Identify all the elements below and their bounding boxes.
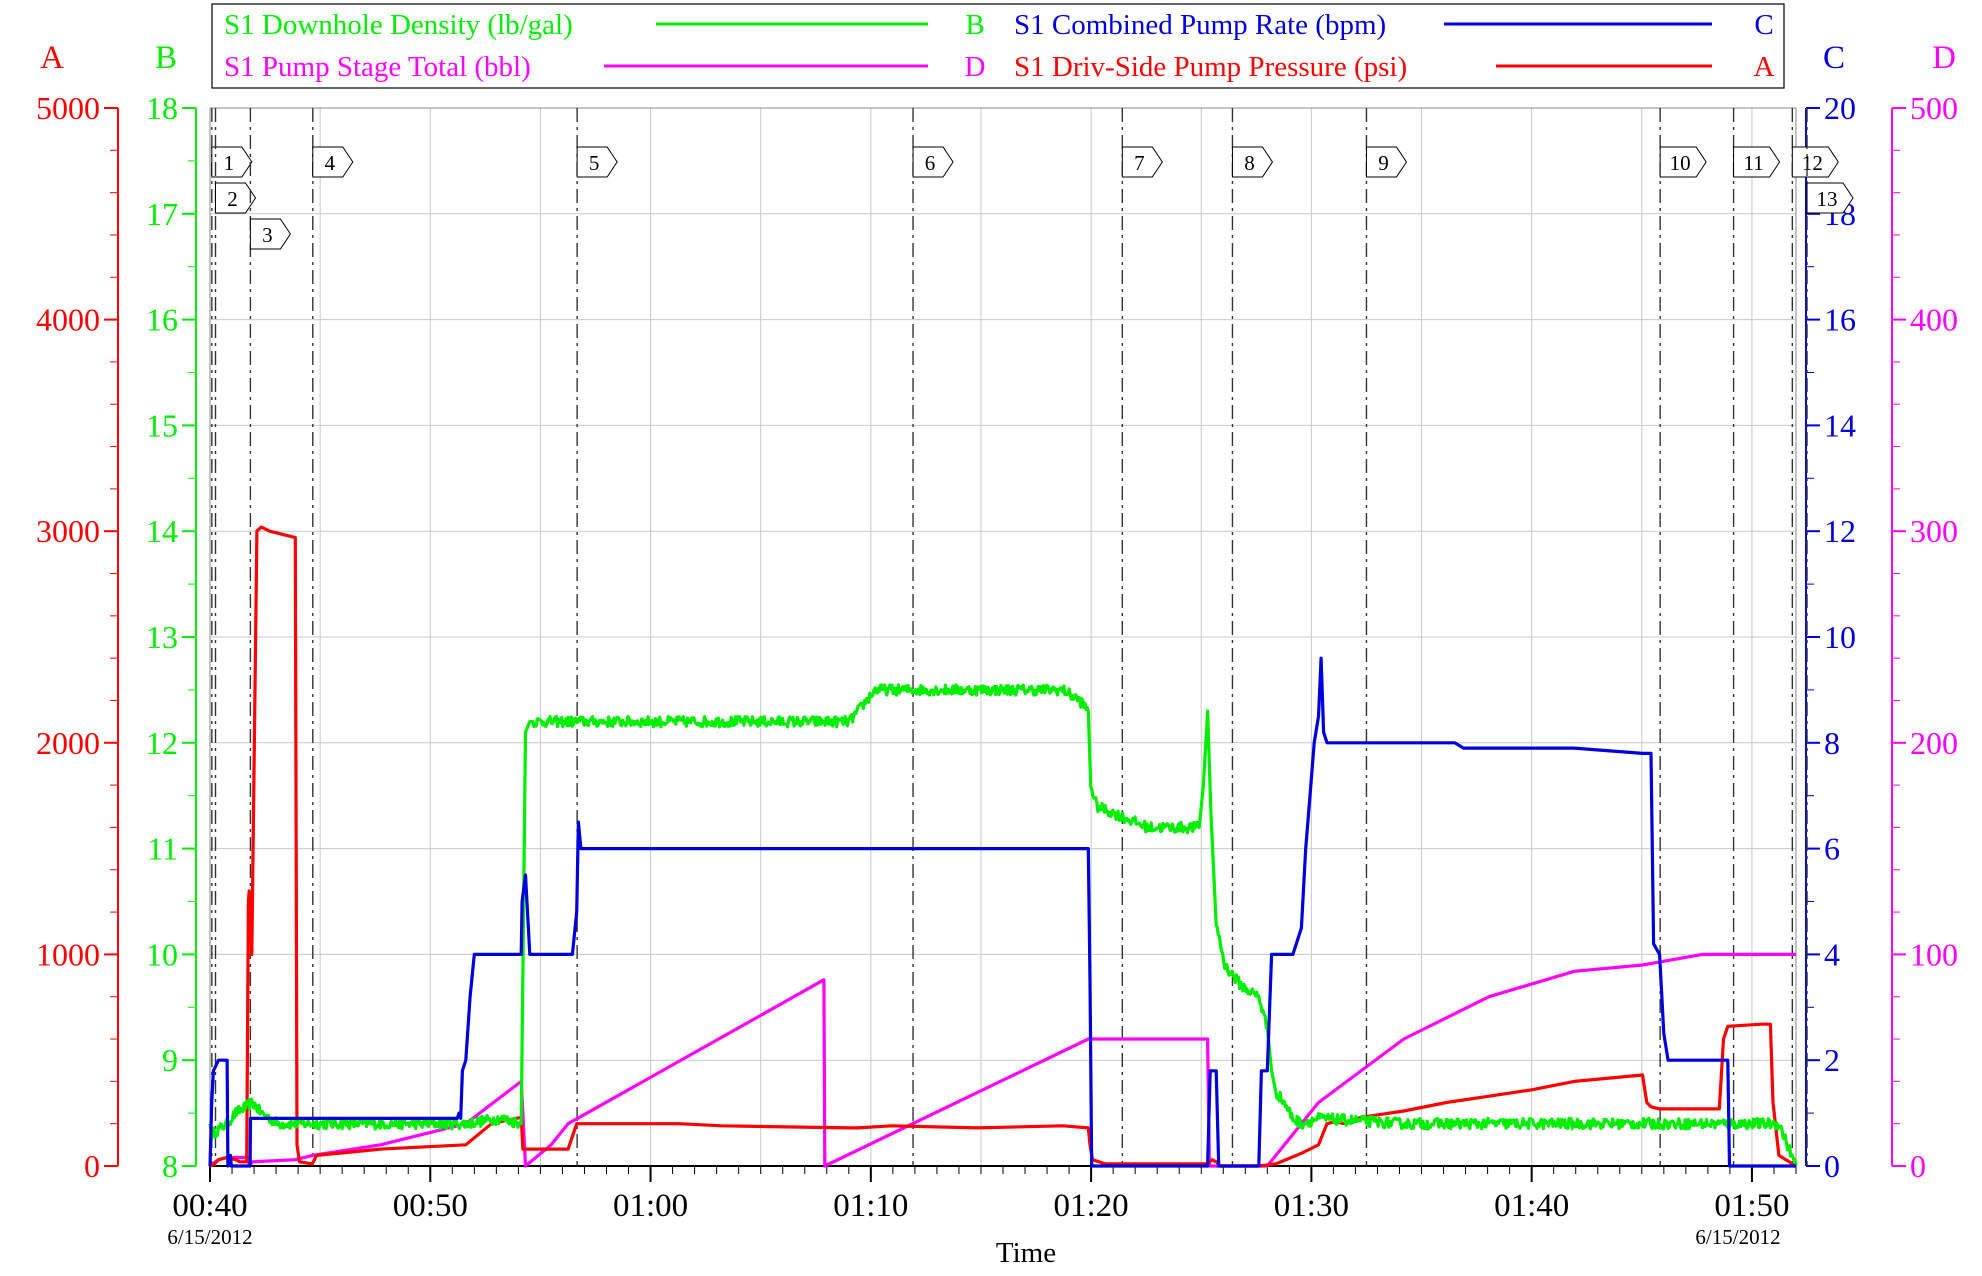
legend-axis-tag: C	[1754, 9, 1773, 41]
axis-tick-label: 20	[1824, 90, 1856, 126]
series-lines	[208, 525, 1798, 1168]
axis-tick-label: 10	[1824, 619, 1856, 655]
axis-tick-label: 12	[146, 725, 178, 761]
axis-tick-label: 0	[1824, 1148, 1840, 1184]
x-axis-tick-label: 00:40	[172, 1188, 247, 1224]
event-flag-label: 7	[1134, 151, 1145, 175]
event-flag-8	[1231, 146, 1274, 178]
legend: S1 Downhole Density (lb/gal) B S1 Combined…	[211, 3, 1785, 89]
x-axis-tick-label: 00:50	[393, 1188, 468, 1224]
event-flag-6	[912, 146, 954, 178]
legend-axis-tag: B	[965, 9, 984, 41]
legend-entry-label: S1 Pump Stage Total (bbl)	[224, 51, 531, 83]
event-flag-7	[1121, 146, 1163, 178]
legend-entry-label: S1 Combined Pump Rate (bpm)	[1014, 9, 1386, 41]
x-axis-label: Time	[996, 1237, 1056, 1269]
axis-c-title: C	[1823, 40, 1845, 76]
event-flag-1	[211, 146, 253, 178]
axis-tick-label: 16	[1824, 302, 1856, 338]
axis-tick-label: 0	[84, 1148, 100, 1184]
axis-tick-label: 0	[1910, 1148, 1926, 1184]
event-flag-label: 11	[1743, 151, 1763, 175]
x-axis-tick-label: 01:40	[1494, 1188, 1569, 1224]
axis-tick-label: 2000	[36, 725, 100, 761]
x-axis-tick-label: 01:20	[1054, 1188, 1129, 1224]
axis-tick-label: 18	[146, 90, 178, 126]
legend-axis-tag: D	[965, 51, 986, 83]
series-line-b	[208, 683, 1798, 1167]
event-flag-9	[1365, 146, 1408, 178]
axis-tick-label: 6	[1824, 831, 1840, 867]
axis-tick-label: 15	[146, 407, 178, 443]
event-flag-13	[1806, 182, 1854, 214]
axis-tick-label: 3000	[36, 513, 100, 549]
axis-tick-label: 200	[1910, 725, 1958, 761]
series-line-c	[208, 656, 1796, 1168]
event-flag-2	[215, 182, 257, 214]
axis-tick-label: 14	[146, 513, 178, 549]
grid	[209, 107, 1797, 1167]
event-flag-5	[576, 146, 618, 178]
event-flag-label: 5	[589, 151, 600, 175]
x-axis-tick-label: 01:00	[613, 1188, 688, 1224]
event-flag-label: 12	[1802, 151, 1823, 175]
event-flag-label: 3	[262, 223, 273, 247]
x-axis-tick-label: 01:30	[1274, 1188, 1349, 1224]
axis-tick-label: 12	[1824, 513, 1856, 549]
axis-b-title: B	[155, 40, 177, 76]
axis-tick-label: 4000	[36, 302, 100, 338]
axis-tick-label: 300	[1910, 513, 1958, 549]
event-flag-11	[1733, 146, 1781, 178]
legend-axis-tag: A	[1754, 51, 1775, 83]
legend-box	[211, 3, 1785, 89]
axis-tick-label: 4	[1824, 936, 1840, 972]
axis-tick-label: 10	[146, 936, 178, 972]
event-flag-4	[312, 146, 354, 178]
event-flag-label: 8	[1244, 151, 1255, 175]
axis-a-title: A	[40, 40, 64, 76]
x-axis-tick-label: 01:10	[833, 1188, 908, 1224]
axis-tick-label: 8	[1824, 725, 1840, 761]
axes: A010002000300040005000B89101112131415161…	[36, 40, 1958, 1249]
x-axis-start-date: 6/15/2012	[167, 1225, 252, 1249]
axis-d-title: D	[1932, 40, 1956, 76]
axis-tick-label: 13	[146, 619, 178, 655]
x-axis-end-date: 6/15/2012	[1695, 1225, 1780, 1249]
axis-tick-label: 17	[146, 196, 178, 232]
event-flag-12	[1791, 146, 1839, 178]
axis-tick-label: 400	[1910, 302, 1958, 338]
event-flag-label: 4	[325, 151, 336, 175]
event-flag-label: 1	[224, 151, 235, 175]
event-flag-label: 6	[925, 151, 936, 175]
axis-tick-label: 16	[146, 302, 178, 338]
axis-tick-label: 14	[1824, 407, 1856, 443]
event-flag-label: 13	[1817, 187, 1838, 211]
axis-tick-label: 11	[147, 831, 178, 867]
axis-tick-label: 5000	[36, 90, 100, 126]
axis-tick-label: 2	[1824, 1042, 1840, 1078]
event-flag-label: 2	[227, 187, 238, 211]
axis-tick-label: 8	[162, 1148, 178, 1184]
event-flag-10	[1659, 146, 1707, 178]
axis-tick-label: 9	[162, 1042, 178, 1078]
event-flag-3	[249, 218, 291, 250]
event-flag-label: 9	[1378, 151, 1389, 175]
series-line-a	[209, 525, 1797, 1168]
legend-entry-label: S1 Driv-Side Pump Pressure (psi)	[1014, 51, 1407, 83]
axis-tick-label: 100	[1910, 936, 1958, 972]
legend-entry-label: S1 Downhole Density (lb/gal)	[224, 9, 573, 41]
axis-tick-label: 1000	[36, 936, 100, 972]
event-flag-label: 10	[1670, 151, 1691, 175]
axis-tick-label: 500	[1910, 90, 1958, 126]
x-axis-tick-label: 01:50	[1714, 1188, 1789, 1224]
